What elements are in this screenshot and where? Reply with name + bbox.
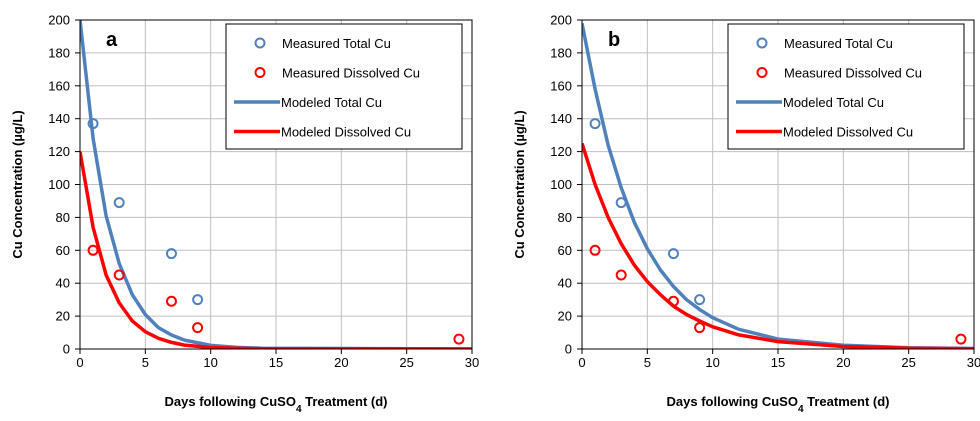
legend-label-modeled-dissolved-cu: Modeled Dissolved Cu bbox=[783, 125, 913, 140]
y-tick-label: 80 bbox=[558, 210, 572, 225]
y-tick-label: 40 bbox=[56, 276, 70, 291]
y-tick-label: 0 bbox=[63, 342, 70, 357]
x-tick-label: 25 bbox=[901, 355, 915, 370]
x-tick-label: 0 bbox=[76, 355, 83, 370]
y-tick-label: 100 bbox=[48, 177, 70, 192]
x-tick-label: 10 bbox=[705, 355, 719, 370]
chart-panel-a: 0 20 40 60 80 100 120 140 160 180 200 0 5 10 15 20 25 30 a… bbox=[10, 13, 479, 415]
y-tick-label: 200 bbox=[48, 13, 70, 28]
y-tick-label: 140 bbox=[48, 111, 70, 126]
panel-label: b bbox=[608, 29, 620, 51]
x-axis-label: Days following CuSO4 Treatment (d) bbox=[165, 394, 388, 415]
x-tick-label: 20 bbox=[334, 355, 348, 370]
y-tick-label: 180 bbox=[550, 45, 572, 60]
series-line-modeled-dissolved-cu bbox=[582, 142, 974, 349]
data-point-measured-dissolved-cu bbox=[615, 269, 627, 281]
legend-label-modeled-total-cu: Modeled Total Cu bbox=[783, 95, 884, 110]
y-tick-label: 20 bbox=[558, 309, 572, 324]
data-point-measured-total-cu bbox=[615, 197, 627, 209]
data-point-measured-total-cu bbox=[165, 248, 177, 260]
x-tick-label: 5 bbox=[142, 355, 149, 370]
legend-marker-measured-dissolved-cu bbox=[756, 67, 768, 78]
y-axis-label: Cu Concentration (µg/L) bbox=[10, 110, 25, 258]
data-point-measured-dissolved-cu bbox=[955, 333, 967, 345]
legend-label-measured-dissolved-cu: Measured Dissolved Cu bbox=[784, 66, 922, 81]
plot-frame bbox=[79, 19, 473, 350]
legend-box bbox=[727, 23, 965, 150]
data-point-measured-total-cu bbox=[113, 197, 125, 209]
x-tick-label: 5 bbox=[644, 355, 651, 370]
y-tick-label: 160 bbox=[550, 78, 572, 93]
x-axis-label: Days following CuSO4 Treatment (d) bbox=[667, 394, 890, 415]
legend-box bbox=[225, 23, 463, 150]
x-tick-label: 15 bbox=[771, 355, 785, 370]
y-tick-label: 80 bbox=[56, 210, 70, 225]
y-tick-label: 60 bbox=[56, 243, 70, 258]
y-tick-label: 140 bbox=[550, 111, 572, 126]
data-point-measured-total-cu bbox=[667, 248, 679, 260]
legend-label-measured-total-cu: Measured Total Cu bbox=[282, 36, 391, 51]
y-tick-label: 20 bbox=[56, 309, 70, 324]
data-point-measured-dissolved-cu bbox=[165, 295, 177, 307]
legend-marker-measured-total-cu bbox=[254, 37, 266, 49]
chart-panel-b: 0 20 40 60 80 100 120 140 160 180 200 0 5 10 15 20 25 30 b… bbox=[512, 13, 980, 415]
panel-label: a bbox=[106, 29, 118, 51]
x-tick-label: 15 bbox=[269, 355, 283, 370]
series-line-modeled-dissolved-cu bbox=[80, 151, 472, 349]
data-point-measured-dissolved-cu bbox=[113, 269, 125, 281]
x-tick-label: 30 bbox=[967, 355, 980, 370]
legend-label-measured-dissolved-cu: Measured Dissolved Cu bbox=[282, 66, 420, 81]
y-axis-label: Cu Concentration (µg/L) bbox=[512, 110, 527, 258]
legend-label-modeled-total-cu: Modeled Total Cu bbox=[281, 95, 382, 110]
y-tick-label: 180 bbox=[48, 45, 70, 60]
y-tick-label: 100 bbox=[550, 177, 572, 192]
data-point-measured-total-cu bbox=[589, 118, 601, 130]
x-tick-label: 10 bbox=[203, 355, 217, 370]
y-tick-label: 0 bbox=[565, 342, 572, 357]
y-tick-label: 120 bbox=[48, 144, 70, 159]
data-point-measured-total-cu bbox=[87, 118, 99, 130]
legend-label-measured-total-cu: Measured Total Cu bbox=[784, 36, 893, 51]
y-tick-label: 160 bbox=[48, 78, 70, 93]
data-point-measured-dissolved-cu bbox=[87, 244, 99, 256]
data-point-measured-dissolved-cu bbox=[589, 244, 601, 256]
plot-frame bbox=[581, 19, 975, 350]
y-tick-label: 60 bbox=[558, 243, 572, 258]
series-line-modeled-total-cu bbox=[582, 22, 974, 349]
data-point-measured-total-cu bbox=[192, 294, 204, 306]
data-point-measured-dissolved-cu bbox=[694, 322, 706, 334]
y-tick-label: 120 bbox=[550, 144, 572, 159]
x-tick-label: 0 bbox=[578, 355, 585, 370]
data-point-measured-total-cu bbox=[694, 294, 706, 306]
legend-label-modeled-dissolved-cu: Modeled Dissolved Cu bbox=[281, 125, 411, 140]
data-point-measured-dissolved-cu bbox=[667, 295, 679, 307]
x-tick-label: 20 bbox=[836, 355, 850, 370]
x-tick-label: 25 bbox=[399, 355, 413, 370]
y-tick-label: 200 bbox=[550, 13, 572, 28]
y-tick-label: 40 bbox=[558, 276, 572, 291]
data-point-measured-dissolved-cu bbox=[453, 333, 465, 345]
legend-marker-measured-total-cu bbox=[756, 37, 768, 49]
x-tick-label: 30 bbox=[465, 355, 479, 370]
data-point-measured-dissolved-cu bbox=[192, 322, 204, 334]
legend-marker-measured-dissolved-cu bbox=[254, 67, 266, 78]
